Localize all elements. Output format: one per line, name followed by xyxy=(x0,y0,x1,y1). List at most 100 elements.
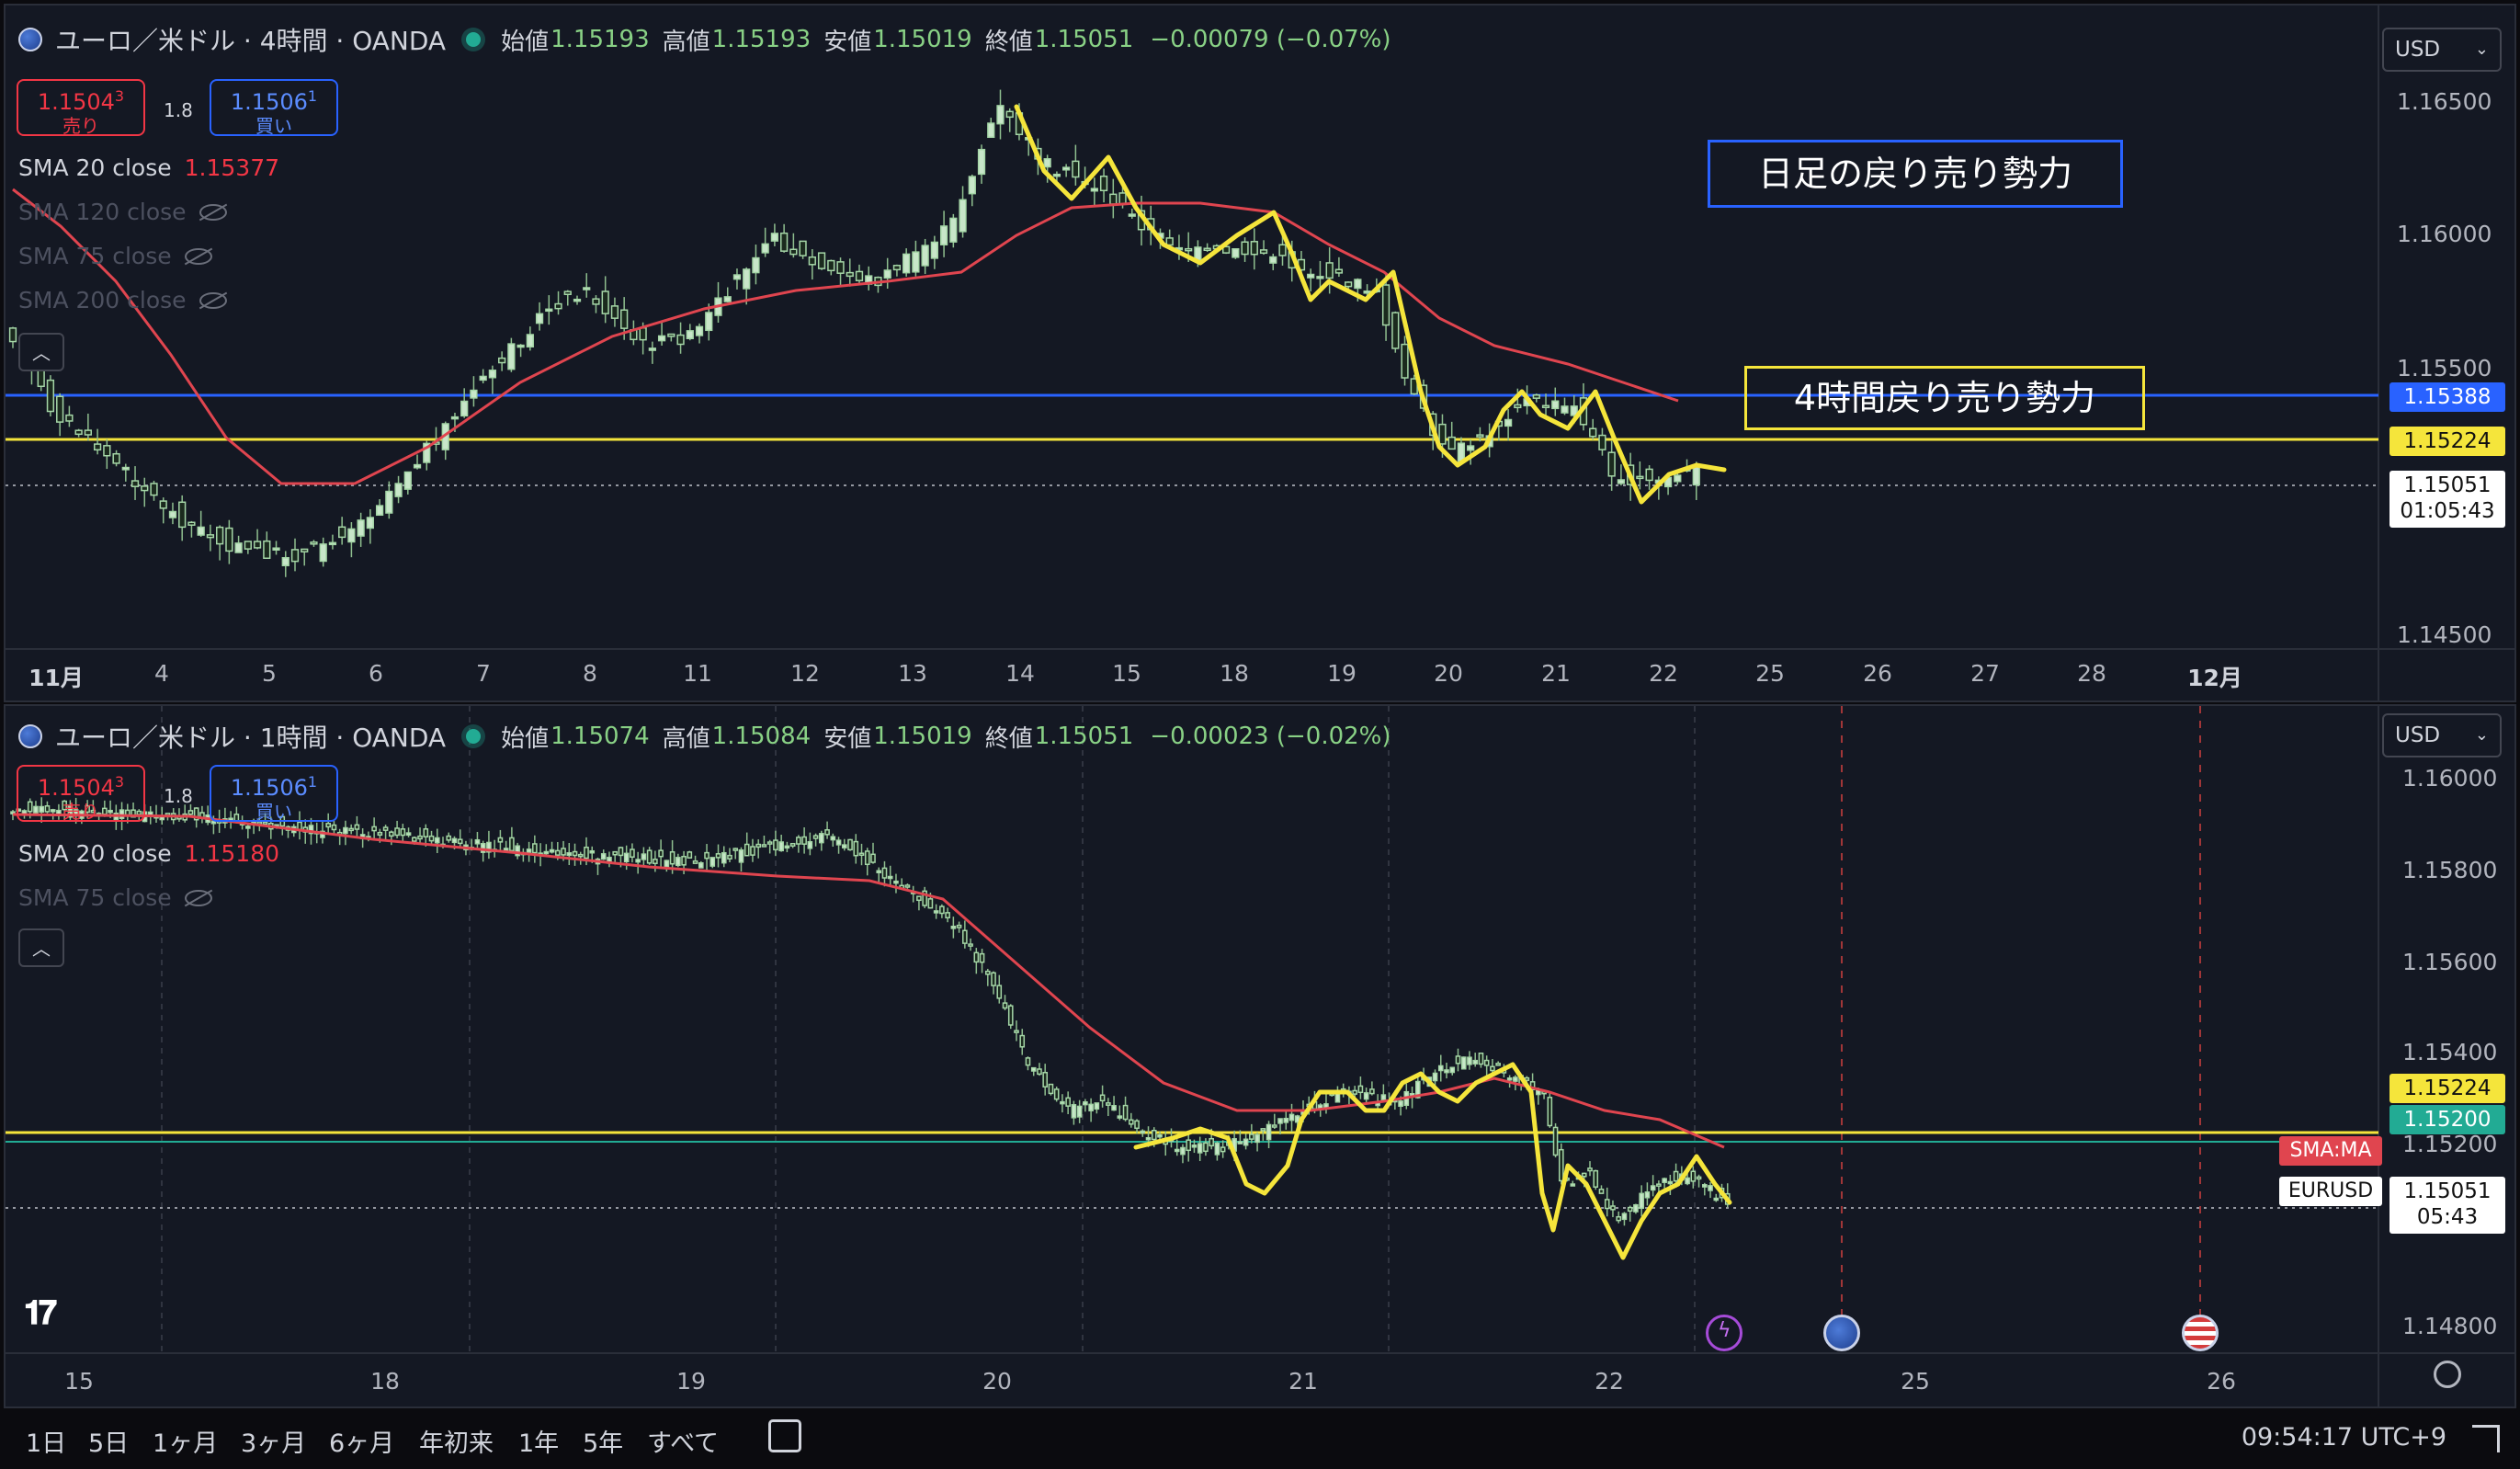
candle-body xyxy=(535,313,544,325)
fullscreen-icon[interactable] xyxy=(2472,1425,2500,1452)
collapse-legend-button[interactable]: ︿ xyxy=(18,333,64,371)
candle-body xyxy=(635,859,641,863)
chart-pane-1h[interactable]: ユーロ／米ドル · 1時間 · OANDA 始値 1.15074 高値 1.1508… xyxy=(4,704,2516,1408)
clock-timezone[interactable]: 09:54:17 UTC+9 xyxy=(2241,1423,2446,1452)
candle-body xyxy=(916,895,922,902)
high-label: 高値 xyxy=(662,724,710,753)
indicator-sma200[interactable]: SMA 200 close xyxy=(18,287,227,313)
candle-body xyxy=(1558,1148,1564,1182)
candle-body xyxy=(1065,1097,1071,1107)
time-axis-label: 4 xyxy=(154,660,169,687)
time-axis-label: 25 xyxy=(1901,1368,1930,1395)
annotation-4h-sell-pressure[interactable]: 4時間戻り売り勢力 xyxy=(1744,366,2145,430)
buy-button[interactable]: 1.15061 買い xyxy=(210,79,338,137)
annotation-daily-sell-pressure[interactable]: 日足の戻り売り勢力 xyxy=(1708,140,2123,208)
range-button[interactable]: 1年 xyxy=(518,1429,560,1458)
candle-body xyxy=(1345,281,1353,288)
candle-body xyxy=(56,395,64,423)
eye-hidden-icon[interactable] xyxy=(184,247,212,265)
low-value: 1.15019 xyxy=(873,723,972,750)
candle-body xyxy=(403,471,412,490)
candle-body xyxy=(1645,468,1653,482)
candle-body xyxy=(1099,1094,1106,1102)
buy-price: 1.1506 xyxy=(230,89,308,115)
event-lightning-icon[interactable]: ϟ xyxy=(1706,1315,1742,1351)
yellow-line-price-tag: 1.15224 xyxy=(2389,427,2505,456)
us-event-flag-icon[interactable] xyxy=(2182,1315,2219,1351)
date-range-calendar-icon[interactable] xyxy=(768,1419,801,1452)
candle-body xyxy=(27,801,33,813)
candle-body xyxy=(498,357,506,364)
candle-body xyxy=(887,875,893,880)
candle-body xyxy=(245,826,251,829)
range-button[interactable]: すべて xyxy=(647,1429,720,1458)
eu-event-flag-icon[interactable] xyxy=(1823,1315,1860,1351)
currency-select[interactable]: USD ⌄ xyxy=(2382,713,2502,757)
sell-button[interactable]: 1.15043 売り xyxy=(17,765,145,823)
candle-body xyxy=(1483,1059,1490,1066)
time-axis-label: 19 xyxy=(676,1368,706,1395)
chart-canvas-4h[interactable] xyxy=(6,6,2516,702)
buy-button[interactable]: 1.15061 買い xyxy=(210,765,338,823)
range-button[interactable]: 1ヶ月 xyxy=(153,1429,219,1458)
candle-body xyxy=(479,375,487,381)
candle-body xyxy=(904,884,911,888)
range-button[interactable]: 1日 xyxy=(26,1429,67,1458)
time-axis-label: 14 xyxy=(1005,660,1035,687)
candle-body xyxy=(121,466,130,471)
settings-gear-icon[interactable] xyxy=(2434,1361,2461,1388)
high-value: 1.15193 xyxy=(711,26,812,53)
time-axis-label: 8 xyxy=(583,660,597,687)
collapse-legend-button[interactable]: ︿ xyxy=(18,928,64,967)
candle-body xyxy=(1128,213,1136,217)
chart-pane-4h[interactable]: ユーロ／米ドル · 4時間 · OANDA 始値 1.15193 高値 1.1519… xyxy=(4,4,2516,702)
indicator-sma120[interactable]: SMA 120 close xyxy=(18,199,227,225)
indicator-sma20[interactable]: SMA 20 close 1.15180 xyxy=(18,840,279,867)
range-button[interactable]: 5年 xyxy=(583,1429,624,1458)
candle-body xyxy=(1019,1034,1026,1048)
candle-body xyxy=(46,379,55,413)
currency-select[interactable]: USD ⌄ xyxy=(2382,28,2502,72)
symbol-title[interactable]: ユーロ／米ドル · 4時間 · OANDA xyxy=(55,26,447,56)
sell-button[interactable]: 1.15043 売り xyxy=(17,79,145,137)
candle-body xyxy=(1447,436,1456,450)
candle-body xyxy=(262,821,268,826)
candle-body xyxy=(1490,1065,1495,1072)
candle-body xyxy=(846,271,854,278)
candle-body xyxy=(977,148,986,176)
price-axis-label: 1.15200 xyxy=(2402,1131,2498,1157)
candle-body xyxy=(577,853,584,858)
range-button[interactable]: 6ヶ月 xyxy=(329,1429,395,1458)
candle-body xyxy=(1209,1137,1214,1147)
candle-body xyxy=(1354,279,1362,290)
candle-body xyxy=(497,837,504,843)
indicator-sma75[interactable]: SMA 75 close xyxy=(18,243,212,269)
chart-canvas-1h[interactable] xyxy=(6,706,2516,1408)
candle-body xyxy=(1243,1138,1249,1146)
candle-body xyxy=(389,831,394,837)
candle-body xyxy=(1708,1185,1713,1191)
indicator-sma75[interactable]: SMA 75 close xyxy=(18,884,212,911)
candle-body xyxy=(1589,427,1597,438)
candle-body xyxy=(543,850,550,855)
candle-body xyxy=(108,809,113,814)
candle-body xyxy=(950,925,957,929)
high-label: 高値 xyxy=(662,28,710,56)
price-axis-label: 1.16500 xyxy=(2397,88,2492,115)
symbol-title[interactable]: ユーロ／米ドル · 1時間 · OANDA xyxy=(55,723,447,753)
eye-hidden-icon[interactable] xyxy=(184,889,212,906)
candle-body xyxy=(1134,1120,1140,1130)
eye-hidden-icon[interactable] xyxy=(199,203,227,221)
candle-body xyxy=(715,853,721,859)
tradingview-logo-icon[interactable]: 𝟏𝟕 xyxy=(24,1294,57,1332)
time-axis-label: 26 xyxy=(2207,1368,2236,1395)
indicator-sma20[interactable]: SMA 20 close 1.15377 xyxy=(18,154,279,181)
range-button[interactable]: 3ヶ月 xyxy=(241,1429,307,1458)
sma-20-line xyxy=(12,188,1679,485)
range-button[interactable]: 年初来 xyxy=(419,1429,494,1458)
candle-body xyxy=(984,970,991,975)
eye-hidden-icon[interactable] xyxy=(199,291,227,309)
candle-body xyxy=(400,828,406,837)
time-axis-label: 22 xyxy=(1595,1368,1624,1395)
range-button[interactable]: 5日 xyxy=(88,1429,130,1458)
